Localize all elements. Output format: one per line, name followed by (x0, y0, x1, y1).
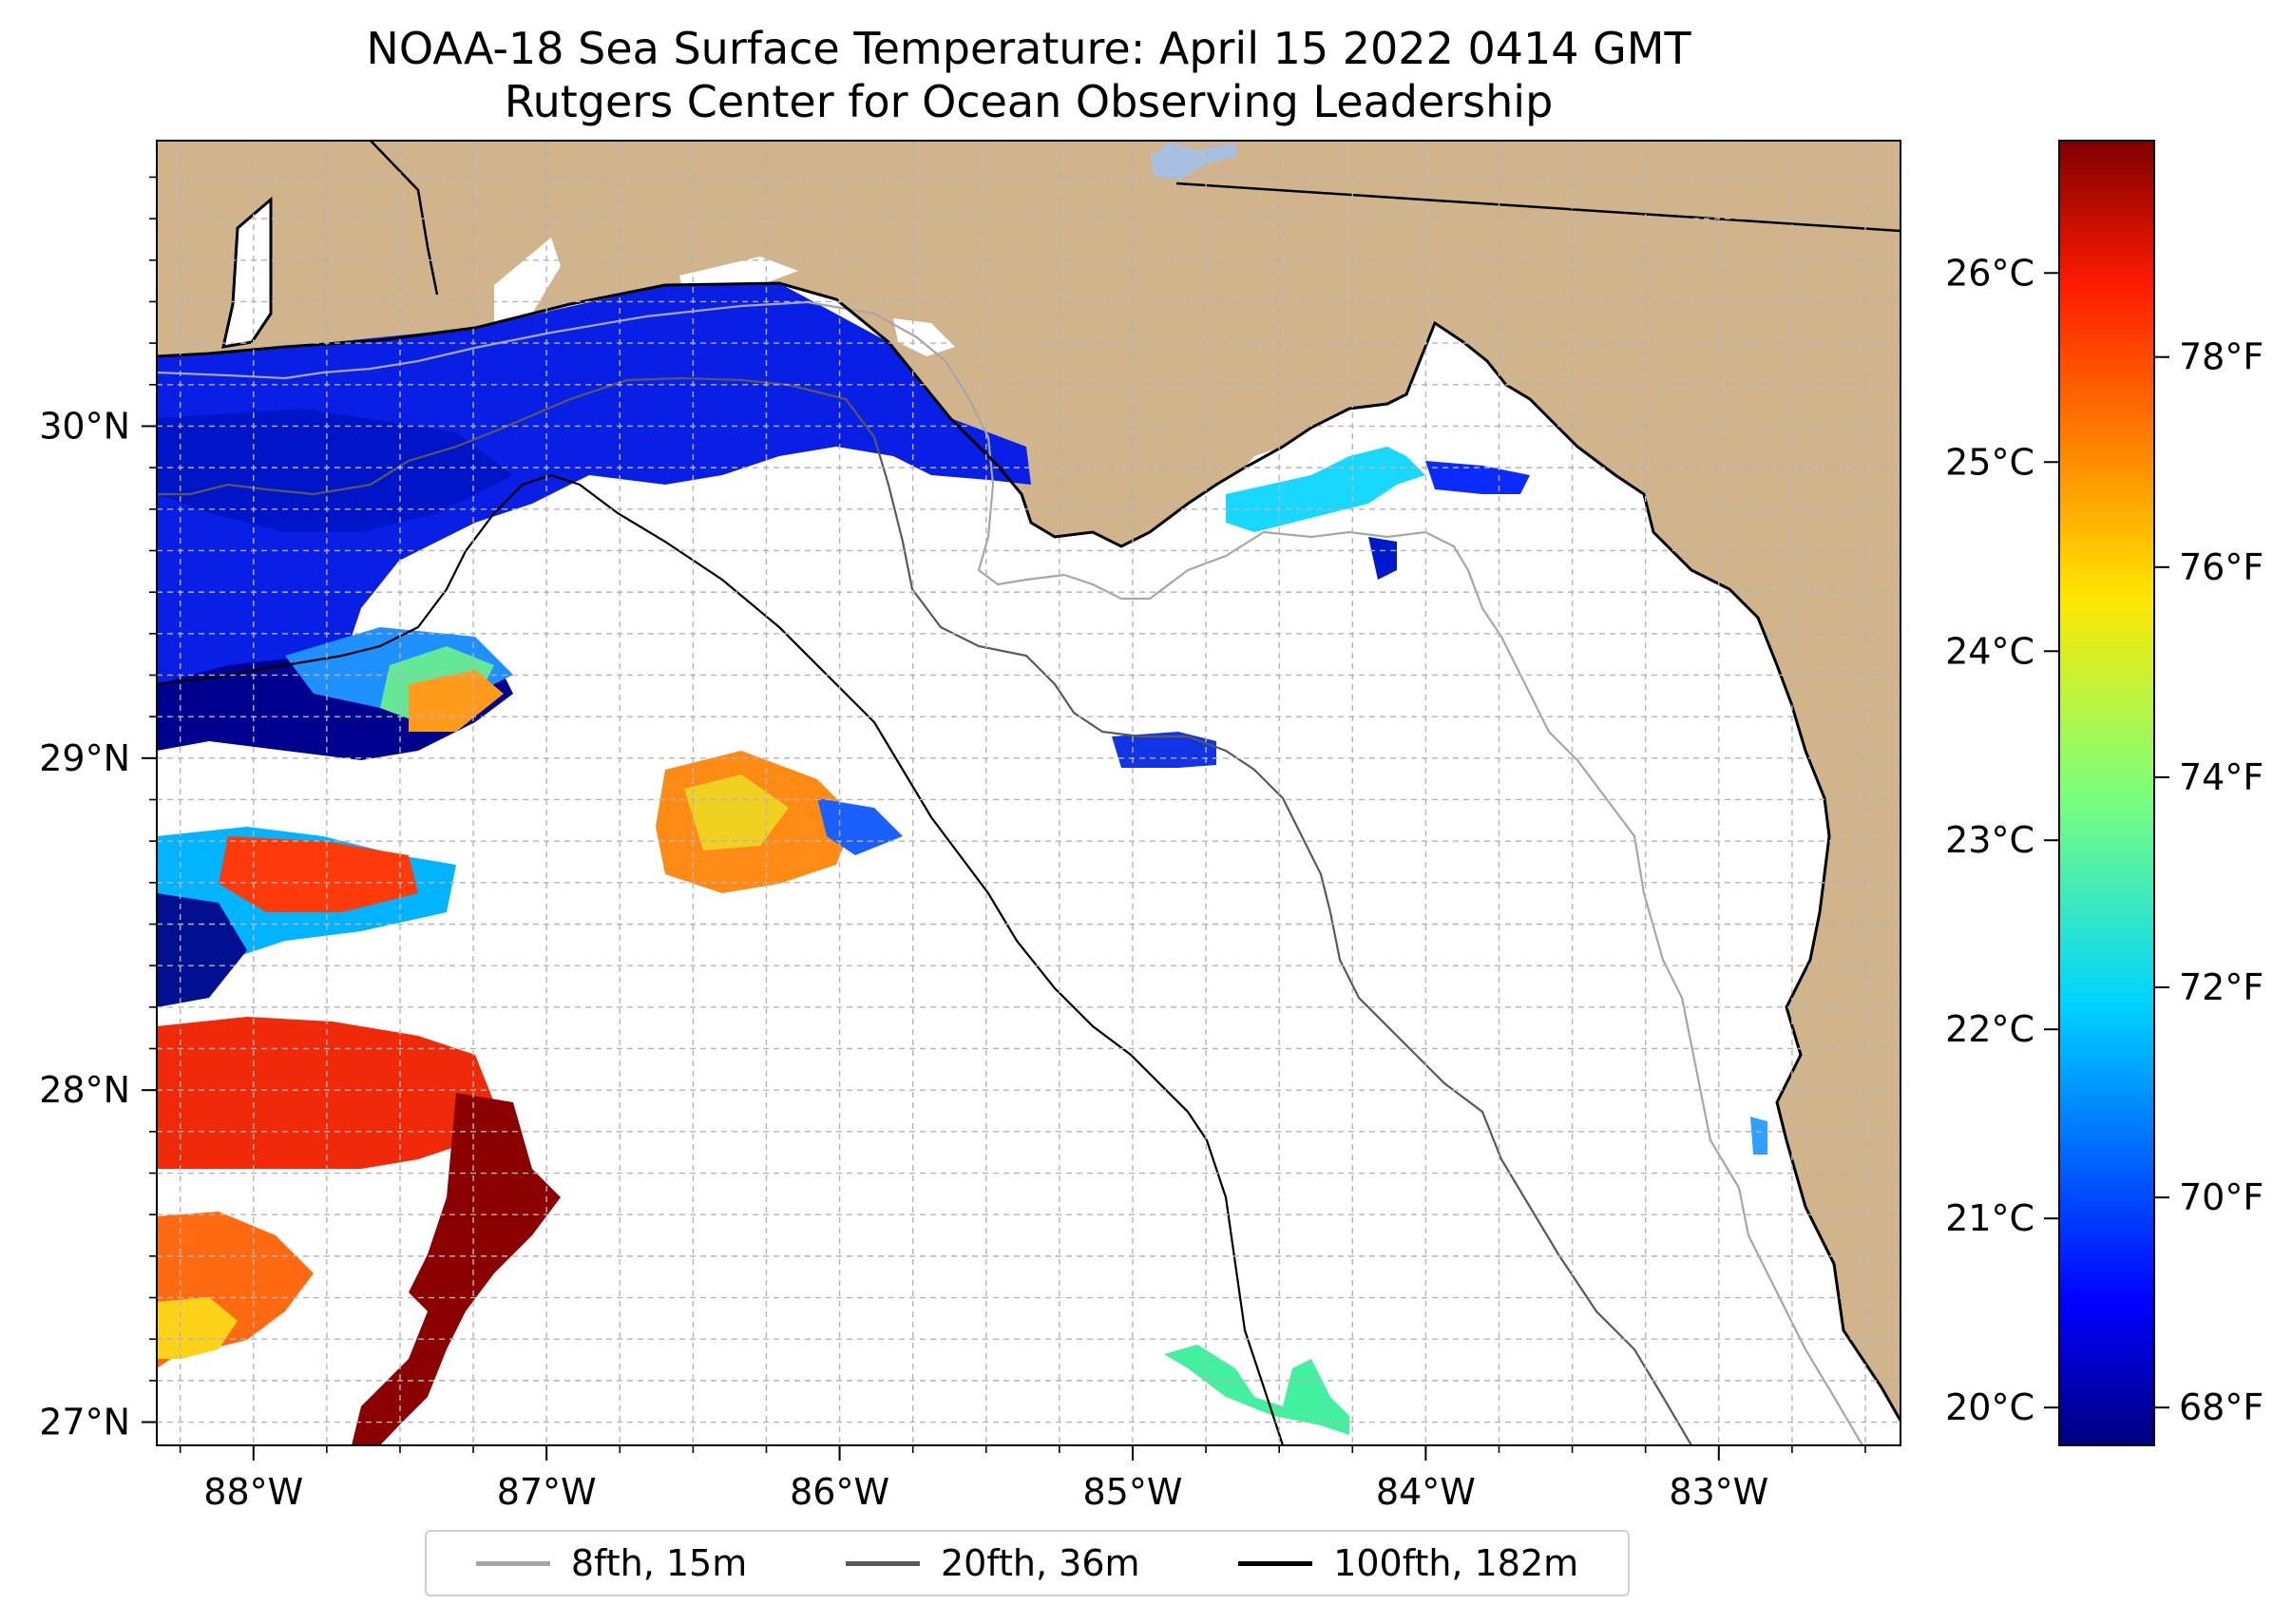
bay-mobile (223, 200, 271, 347)
lon-tick-label: 84°W (1376, 1471, 1476, 1513)
legend-swatch-20fth (845, 1560, 920, 1566)
colorbar-label-fahrenheit: 74°F (2179, 756, 2263, 798)
lake-talquin (1150, 143, 1237, 181)
colorbar-label-fahrenheit: 68°F (2179, 1386, 2263, 1428)
lat-tick-label: 29°N (39, 737, 130, 779)
legend-label-20fth: 20fth, 36m (940, 1542, 1140, 1584)
legend-label-8fth: 8fth, 15m (570, 1542, 748, 1584)
colorbar-label-celsius: 23°C (1945, 819, 2034, 861)
lat-tick-label: 27°N (39, 1402, 130, 1443)
sst-patch-northwest-deep (157, 409, 513, 532)
sst-patch-tampa (1750, 1117, 1767, 1155)
sst-patch-shelf-blue (1112, 732, 1216, 768)
map-title: NOAA-18 Sea Surface Temperature: April 1… (366, 23, 1691, 74)
lat-tick-label: 28°N (39, 1069, 130, 1111)
colorbar-label-celsius: 25°C (1945, 441, 2034, 483)
legend-item-100fth: 100fth, 182m (1238, 1542, 1578, 1584)
colorbar-label-celsius: 21°C (1945, 1197, 2034, 1239)
isobath-100fth (157, 473, 1285, 1445)
sst-patch-west-dark-blue (157, 893, 247, 1007)
colorbar-label-celsius: 20°C (1945, 1386, 2034, 1428)
legend-swatch-8fth (475, 1560, 550, 1566)
colorbar-label-fahrenheit: 72°F (2179, 966, 2263, 1008)
colorbar-ramp (2058, 140, 2155, 1446)
colorbar-label-celsius: 22°C (1945, 1008, 2034, 1050)
map-subtitle: Rutgers Center for Ocean Observing Leade… (504, 76, 1554, 127)
lon-tick-label: 88°W (203, 1471, 303, 1513)
gridlines (157, 141, 1900, 1445)
sst-patch-bigbend-blue (1425, 461, 1530, 494)
colorbar-ticks: 20°C 21°C 22°C 23°C 24°C 25°C 26°C 68°F 70°F 72°F… (1945, 252, 2263, 1428)
sst-patch-bigbend-cyan (1226, 447, 1425, 532)
coastline (157, 281, 1900, 1422)
sst-patch-west-red (219, 836, 418, 912)
colorbar-label-fahrenheit: 70°F (2179, 1176, 2263, 1218)
isobaths (157, 300, 1863, 1445)
isobath-20fth (157, 376, 1692, 1445)
map-axes: 88°W 87°W 86°W 85°W 84°W 83°W 27°N 28°N 29°N 30°N (39, 176, 1866, 1513)
colorbar-label-celsius: 24°C (1945, 630, 2034, 672)
legend-swatch-100fth (1238, 1560, 1313, 1566)
sst-patch-south-center (1164, 1345, 1349, 1435)
isobath-8fth (157, 300, 1863, 1445)
lon-tick-label: 85°W (1083, 1471, 1183, 1513)
sst-patch-south-yellow (157, 1297, 238, 1359)
coastline-mobile-bay (221, 196, 273, 349)
sst-patch-panhandle-nearshore (157, 283, 1031, 684)
isobath-legend: 8fth, 15m 20fth, 36m 100fth, 182m (425, 1530, 1630, 1596)
sst-patch-southwest-red (157, 1017, 494, 1169)
map-frame (156, 140, 1901, 1446)
colorbar: 20°C 21°C 22°C 23°C 24°C 25°C 26°C 68°F 70°F 72°F… (1945, 140, 2263, 1446)
map-plot-area (156, 140, 1901, 1446)
sst-data-layer (157, 283, 1767, 1445)
colorbar-label-celsius: 26°C (1945, 252, 2034, 294)
legend-label-100fth: 100fth, 182m (1333, 1542, 1579, 1584)
land-north-coast (157, 141, 1900, 1421)
colorbar-label-fahrenheit: 76°F (2179, 546, 2263, 588)
colorbar-label-fahrenheit: 78°F (2179, 336, 2263, 378)
legend-item-20fth: 20fth, 36m (845, 1542, 1140, 1584)
bay-pensacola (494, 238, 561, 323)
sst-patch-center-yellow (684, 774, 789, 850)
lat-tick-label: 30°N (39, 405, 130, 447)
sst-patch-southwest-darkred (352, 1093, 561, 1445)
lon-tick-label: 86°W (790, 1471, 889, 1513)
state-border (1175, 182, 1900, 233)
sst-patch-bigbend-small (1368, 537, 1397, 580)
legend-item-8fth: 8fth, 15m (475, 1542, 748, 1584)
lon-tick-label: 83°W (1669, 1471, 1768, 1513)
bay-st-andrew (893, 318, 955, 356)
lon-tick-label: 87°W (497, 1471, 597, 1513)
